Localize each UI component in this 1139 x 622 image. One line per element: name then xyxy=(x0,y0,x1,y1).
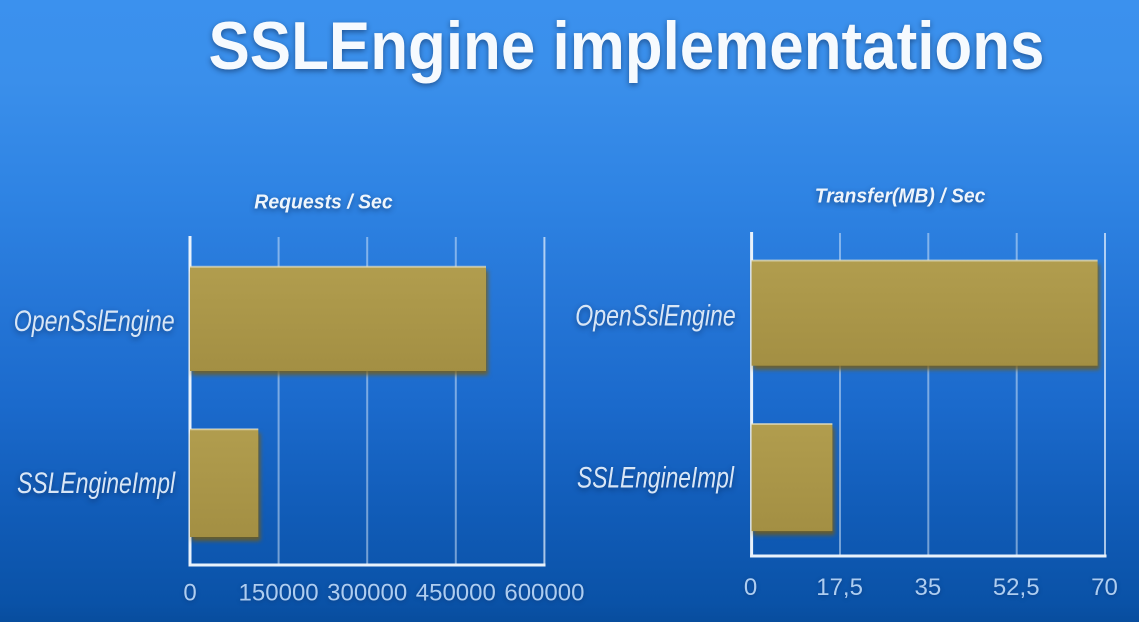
svg-text:600000: 600000 xyxy=(504,580,584,607)
svg-text:SSLEngine implementations: SSLEngine implementations xyxy=(209,8,1045,84)
svg-text:OpenSslEngine: OpenSslEngine xyxy=(575,300,735,333)
svg-text:SSLEngineImpl: SSLEngineImpl xyxy=(17,467,176,500)
svg-text:17,5: 17,5 xyxy=(816,574,863,601)
svg-text:Requests / Sec: Requests / Sec xyxy=(254,191,392,213)
svg-text:52,5: 52,5 xyxy=(993,574,1040,601)
svg-text:SSLEngineImpl: SSLEngineImpl xyxy=(577,462,735,495)
svg-text:450000: 450000 xyxy=(416,580,496,607)
svg-text:Transfer(MB) / Sec: Transfer(MB) / Sec xyxy=(815,186,986,208)
svg-text:70: 70 xyxy=(1091,574,1118,601)
svg-text:35: 35 xyxy=(915,574,942,601)
svg-text:0: 0 xyxy=(183,580,196,607)
svg-text:0: 0 xyxy=(744,574,757,601)
svg-text:300000: 300000 xyxy=(327,580,407,607)
svg-text:150000: 150000 xyxy=(239,580,319,607)
svg-text:OpenSslEngine: OpenSslEngine xyxy=(14,305,175,338)
